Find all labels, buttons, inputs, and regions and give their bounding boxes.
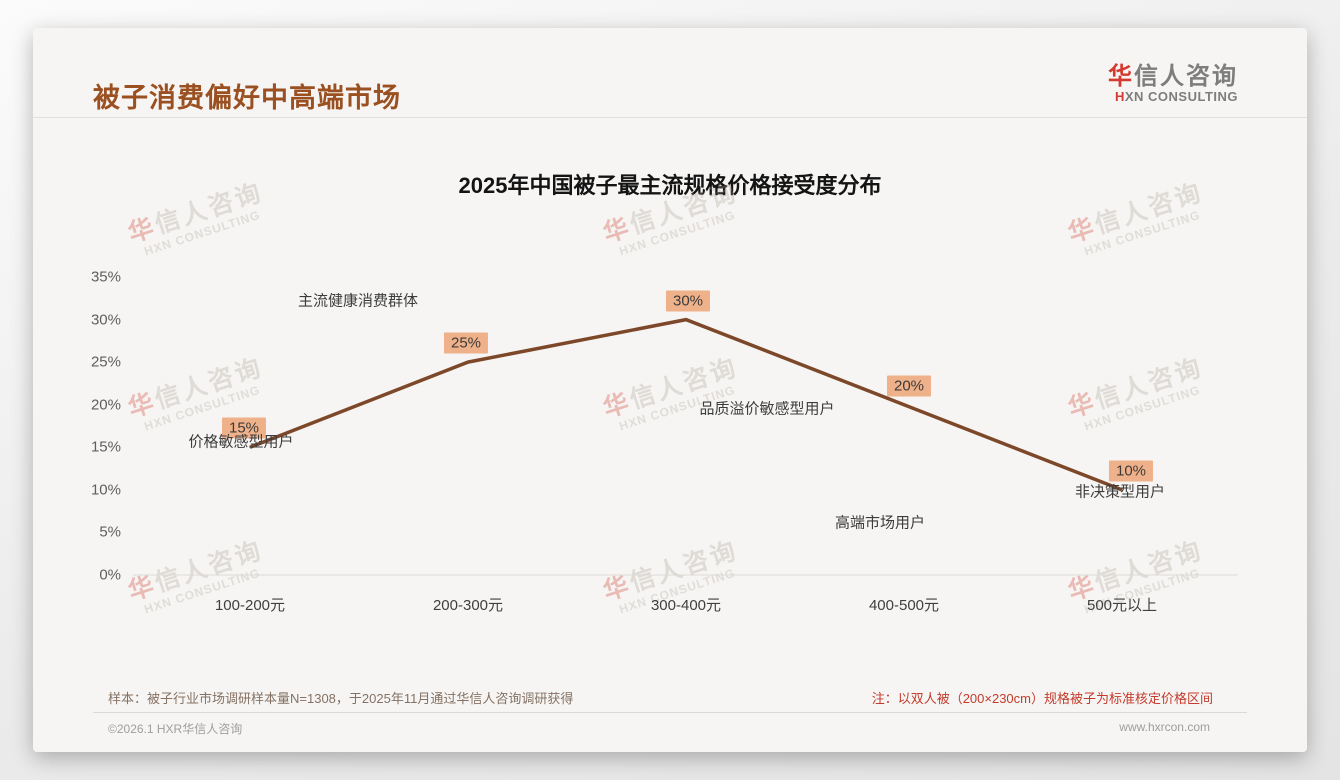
header-divider [33,117,1307,118]
brand-logo: 华信人咨询 HXN CONSULTING [1108,63,1238,105]
brand-logo-cn-rest: 信人咨询 [1134,63,1238,90]
chart-annotation: 价格敏感型用户 [188,433,294,451]
data-point-label: 15% [221,417,267,439]
chart-annotation: 主流健康消费群体 [297,292,419,310]
data-point-label: 10% [1108,460,1154,482]
standard-note: 注：以双人被（200×230cm）规格被子为标准核定价格区间 [871,691,1213,706]
y-axis-tick: 20% [90,396,121,414]
brand-logo-en-accent: H [1114,89,1125,105]
chart-line-svg [133,317,1238,576]
data-point-label: 30% [665,290,711,312]
x-axis-label: 500元以上 [1086,597,1158,614]
page-title: 被子消费偏好中高端市场 [93,83,401,113]
trend-line [249,317,1123,492]
data-point-label: 25% [443,332,489,354]
footer-divider [93,712,1247,713]
data-point-label: 20% [886,375,932,397]
sample-note: 样本：被子行业市场调研样本量N=1308，于2025年11月通过华信人咨询调研获… [108,691,574,706]
chart-title: 2025年中国被子最主流规格价格接受度分布 [458,173,882,198]
brand-logo-en-rest: XN CONSULTING [1124,89,1238,105]
y-axis-tick: 15% [90,438,121,456]
y-axis-tick: 0% [99,566,121,584]
y-axis-tick: 35% [90,268,121,286]
copyright-text: ©2026.1 HXR华信人咨询 [108,722,243,736]
notes-row: 样本：被子行业市场调研样本量N=1308，于2025年11月通过华信人咨询调研获… [108,688,1213,707]
chart-annotation: 品质溢价敏感型用户 [699,400,835,418]
report-card: 被子消费偏好中高端市场 华信人咨询 HXN CONSULTING 2025年中国… [33,28,1307,752]
line-chart: 35% 30% 25% 20% 15% 10% 5% 0% 100-200元 200-300元 30… [33,28,1307,752]
website-text: www.hxrcon.com [1119,720,1210,734]
x-axis-label: 300-400元 [650,597,722,614]
y-axis-tick: 10% [90,481,121,499]
y-axis-tick: 5% [99,523,121,541]
footer: ©2026.1 HXR华信人咨询 www.hxrcon.com [108,720,1210,737]
brand-logo-cn: 华信人咨询 [1108,63,1238,90]
y-axis-tick: 30% [90,311,121,329]
chart-annotation: 非决策型用户 [1074,483,1166,501]
chart-annotation: 高端市场用户 [834,514,926,532]
brand-logo-cn-accent: 华 [1108,63,1134,90]
x-axis-label: 200-300元 [432,597,504,614]
y-axis-tick: 25% [90,353,121,371]
brand-logo-en: HXN CONSULTING [1108,90,1238,104]
x-axis-label: 400-500元 [868,597,940,614]
x-axis-label: 100-200元 [214,597,286,614]
